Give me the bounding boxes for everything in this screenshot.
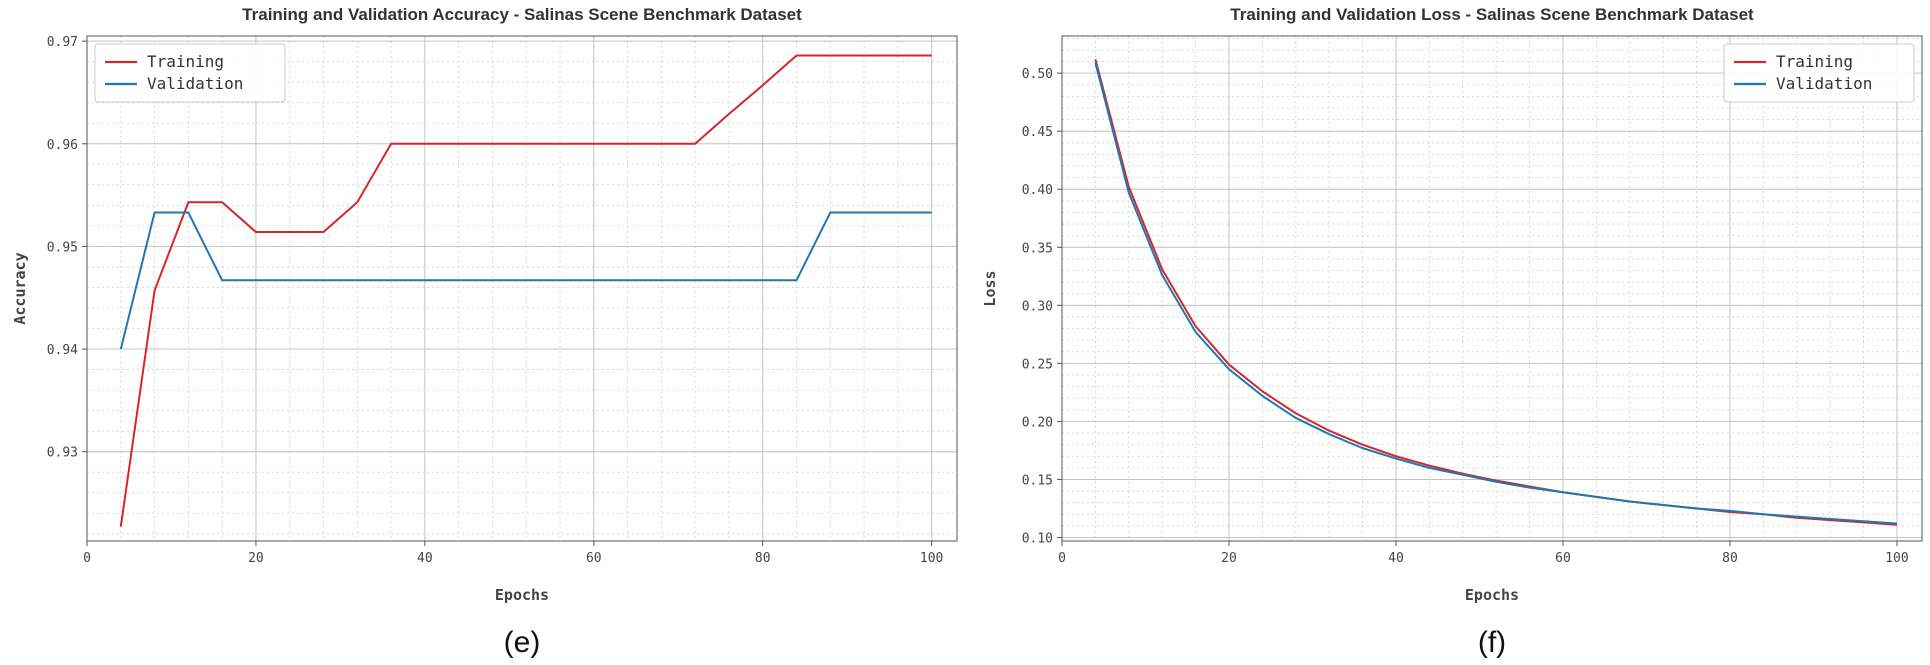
accuracy-chart-panel: Training and Validation Accuracy - Salin…: [11, 5, 958, 659]
accuracy-x-tick-label: 40: [417, 551, 433, 566]
loss-y-tick-label: 0.40: [1022, 183, 1053, 198]
loss-y-tick-label: 0.15: [1022, 473, 1053, 488]
accuracy-chart-caption: (e): [504, 626, 541, 659]
accuracy-chart-grid: [86, 36, 957, 541]
accuracy-legend-label-training: Training: [147, 52, 224, 71]
loss-x-tick-label: 60: [1555, 551, 1571, 566]
accuracy-chart-y-axis-label: Accuracy: [11, 252, 29, 324]
loss-y-tick-label: 0.25: [1022, 357, 1053, 372]
accuracy-x-tick-label: 80: [755, 551, 771, 566]
accuracy-y-tick-label: 0.96: [47, 138, 78, 153]
loss-x-tick-label: 40: [1388, 551, 1404, 566]
accuracy-y-tick-label: 0.95: [47, 240, 78, 255]
loss-y-tick-label: 0.35: [1022, 241, 1053, 256]
loss-y-tick-label: 0.30: [1022, 299, 1053, 314]
loss-chart-grid: [1061, 36, 1922, 541]
loss-chart-title: Training and Validation Loss - Salinas S…: [1230, 5, 1754, 24]
loss-x-tick-label: 100: [1885, 551, 1908, 566]
accuracy-plot-frame: [86, 35, 958, 542]
accuracy-legend-box: [94, 43, 286, 103]
loss-x-tick-label: 20: [1221, 551, 1237, 566]
loss-chart-caption: (f): [1478, 626, 1506, 659]
loss-validation-line: [1094, 62, 1898, 525]
accuracy-y-tick-label: 0.94: [47, 343, 78, 358]
loss-plot-frame: [1061, 35, 1923, 542]
accuracy-x-tick-label: 60: [586, 551, 602, 566]
accuracy-chart-x-axis-label: Epochs: [495, 586, 549, 604]
loss-x-tick-label: 0: [1058, 551, 1066, 566]
accuracy-y-tick-label: 0.97: [47, 35, 78, 50]
loss-legend: Training Validation: [1723, 43, 1915, 103]
loss-legend-box: [1723, 43, 1915, 103]
loss-chart-panel: Training and Validation Loss - Salinas S…: [981, 5, 1923, 659]
loss-y-tick-label: 0.50: [1022, 67, 1053, 82]
accuracy-legend: Training Validation: [94, 43, 286, 103]
loss-legend-label-training: Training: [1776, 52, 1853, 71]
loss-chart-y-axis-label: Loss: [981, 270, 999, 306]
accuracy-x-tick-label: 100: [920, 551, 943, 566]
loss-y-tick-label: 0.20: [1022, 415, 1053, 430]
loss-chart-x-axis-label: Epochs: [1465, 586, 1519, 604]
loss-y-tick-label: 0.45: [1022, 125, 1053, 140]
loss-y-tick-label: 0.10: [1022, 532, 1053, 547]
accuracy-training-line: [119, 54, 932, 527]
accuracy-chart-title: Training and Validation Accuracy - Salin…: [242, 5, 802, 24]
accuracy-x-tick-label: 20: [248, 551, 264, 566]
loss-x-tick-label: 80: [1722, 551, 1738, 566]
accuracy-x-tick-label: 0: [83, 551, 91, 566]
accuracy-legend-label-validation: Validation: [147, 74, 243, 93]
loss-legend-label-validation: Validation: [1776, 74, 1872, 93]
accuracy-y-tick-label: 0.93: [47, 446, 78, 461]
accuracy-validation-line: [119, 211, 932, 350]
